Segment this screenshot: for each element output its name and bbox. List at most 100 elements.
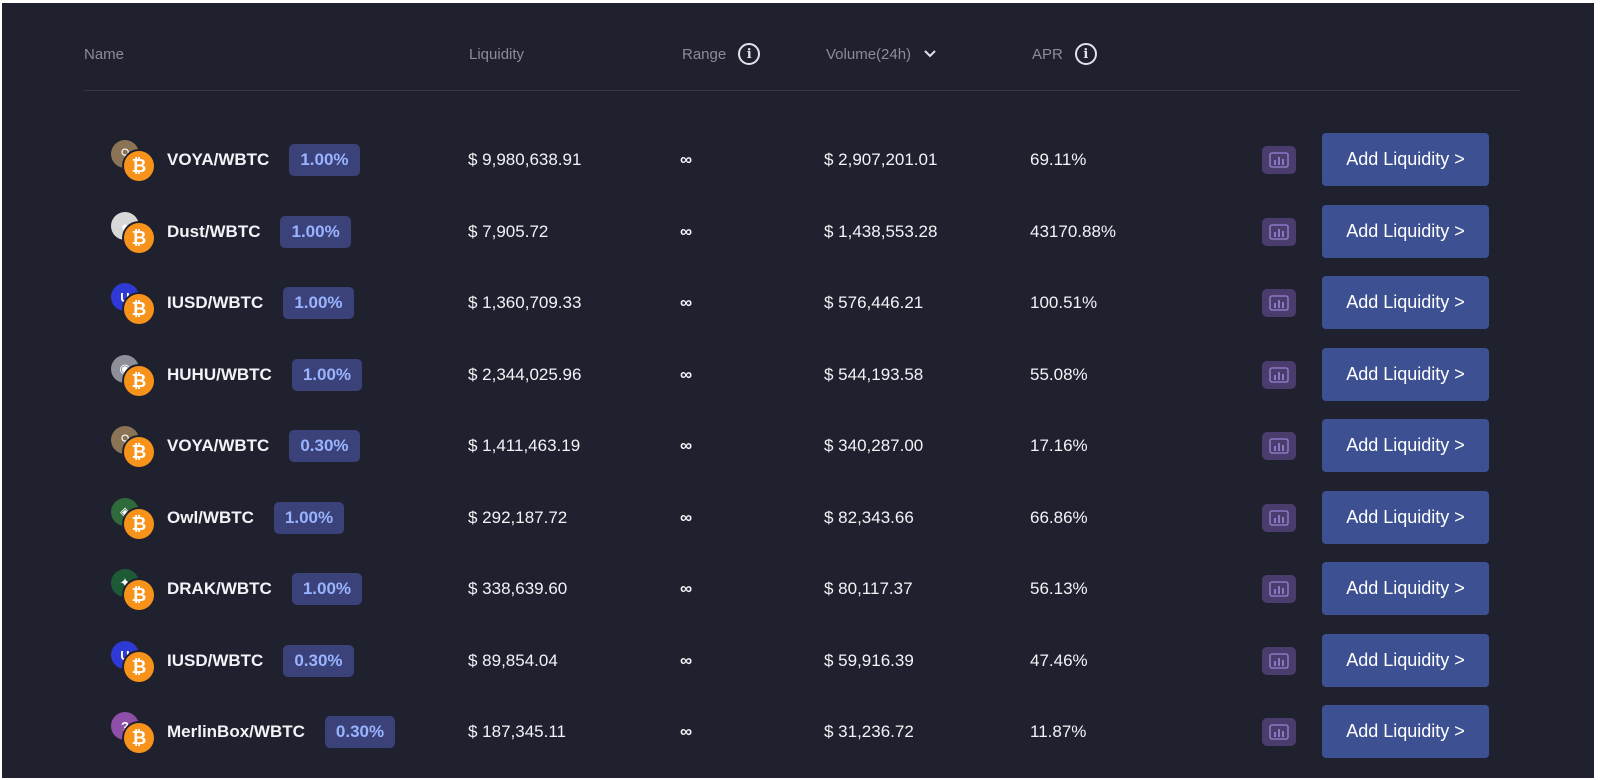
wbtc-token-icon: ₿ bbox=[124, 509, 154, 539]
add-liquidity-cell: Add Liquidity > bbox=[1322, 205, 1489, 258]
volume-value: $ 340,287.00 bbox=[824, 435, 924, 455]
range-value: ∞ bbox=[680, 650, 693, 670]
info-icon[interactable]: i bbox=[1074, 43, 1097, 65]
token-pair-icons: U ₿ bbox=[110, 276, 158, 329]
pool-row[interactable]: ⚲ ₿ VOYA/WBTC 0.30% $ 1,411,463.19 ∞ $ 340,287… bbox=[2, 419, 1594, 472]
liquidity-value: $ 89,854.04 bbox=[468, 650, 558, 670]
chart-icon[interactable] bbox=[1262, 503, 1296, 532]
wbtc-token-icon: ₿ bbox=[124, 366, 154, 396]
add-liquidity-button[interactable]: Add Liquidity > bbox=[1322, 205, 1489, 258]
chart-icon[interactable] bbox=[1262, 288, 1296, 317]
header-name-label: Name bbox=[84, 45, 125, 63]
pool-row[interactable]: ⚲ ₿ VOYA/WBTC 1.00% $ 9,980,638.91 ∞ $ 2,907,2… bbox=[2, 133, 1594, 186]
chart-icon[interactable] bbox=[1262, 717, 1296, 746]
add-liquidity-cell: Add Liquidity > bbox=[1322, 634, 1489, 687]
pool-row[interactable]: ◈ ₿ Owl/WBTC 1.00% $ 292,187.72 ∞ $ 82,343.66 6… bbox=[2, 491, 1594, 544]
header-name[interactable]: Name bbox=[84, 39, 124, 69]
chart-icon[interactable] bbox=[1262, 431, 1296, 460]
pool-name-cell: HUHU/WBTC 1.00% bbox=[167, 348, 363, 401]
wbtc-token-icon: ₿ bbox=[124, 437, 154, 467]
token-pair-icons: ⚲ ₿ bbox=[110, 133, 158, 186]
chart-icon[interactable] bbox=[1262, 145, 1296, 174]
pool-name-cell: MerlinBox/WBTC 0.30% bbox=[167, 705, 396, 758]
header-volume[interactable]: Volume(24h) bbox=[826, 39, 937, 69]
header-liquidity[interactable]: Liquidity bbox=[469, 39, 524, 69]
pair-name: IUSD/WBTC bbox=[167, 650, 264, 670]
token-pair-icons: ◈ ₿ bbox=[110, 491, 158, 544]
table-header: Name Liquidity Range i Volume(24h) APR i bbox=[84, 39, 1520, 69]
range-value: ∞ bbox=[680, 292, 693, 312]
liquidity-value: $ 2,344,025.96 bbox=[468, 364, 582, 384]
add-liquidity-button[interactable]: Add Liquidity > bbox=[1322, 419, 1489, 472]
range-value: ∞ bbox=[680, 221, 693, 241]
fee-tier-badge: 1.00% bbox=[289, 143, 360, 176]
pool-name-cell: VOYA/WBTC 0.30% bbox=[167, 419, 360, 472]
range-value: ∞ bbox=[680, 364, 693, 384]
add-liquidity-button[interactable]: Add Liquidity > bbox=[1322, 705, 1489, 758]
chart-icon[interactable] bbox=[1262, 646, 1296, 675]
add-liquidity-cell: Add Liquidity > bbox=[1322, 419, 1489, 472]
fee-tier-badge: 0.30% bbox=[289, 429, 360, 462]
add-liquidity-button[interactable]: Add Liquidity > bbox=[1322, 562, 1489, 615]
add-liquidity-cell: Add Liquidity > bbox=[1322, 705, 1489, 758]
chart-cell bbox=[1262, 705, 1296, 758]
volume-value: $ 544,193.58 bbox=[824, 364, 924, 384]
pool-row[interactable]: ◉ ₿ HUHU/WBTC 1.00% $ 2,344,025.96 ∞ $ 544,193… bbox=[2, 348, 1594, 401]
fee-tier-badge: 0.30% bbox=[324, 715, 396, 748]
liquidity-value: $ 292,187.72 bbox=[468, 507, 568, 527]
liquidity-value: $ 187,345.11 bbox=[468, 721, 566, 741]
add-liquidity-button[interactable]: Add Liquidity > bbox=[1322, 634, 1489, 687]
add-liquidity-button[interactable]: Add Liquidity > bbox=[1322, 276, 1489, 329]
apr-value: 11.87% bbox=[1030, 721, 1087, 741]
apr-value: 100.51% bbox=[1030, 292, 1098, 312]
token-pair-icons: ✦ ₿ bbox=[110, 562, 158, 615]
pair-name: HUHU/WBTC bbox=[167, 364, 272, 384]
token-pair-icons: ● ₿ bbox=[110, 205, 158, 258]
pool-row[interactable]: U ₿ IUSD/WBTC 1.00% $ 1,360,709.33 ∞ $ 576,446… bbox=[2, 276, 1594, 329]
info-icon[interactable]: i bbox=[738, 43, 761, 65]
token-pair-icons: ◉ ₿ bbox=[110, 348, 158, 401]
chevron-down-icon[interactable] bbox=[923, 47, 937, 61]
range-value: ∞ bbox=[680, 507, 693, 527]
add-liquidity-cell: Add Liquidity > bbox=[1322, 562, 1489, 615]
chart-cell bbox=[1262, 562, 1296, 615]
pair-name: Dust/WBTC bbox=[167, 221, 261, 241]
header-liquidity-label: Liquidity bbox=[469, 45, 525, 63]
range-value: ∞ bbox=[680, 149, 693, 169]
token-pair-icons: ⚲ ₿ bbox=[110, 419, 158, 472]
chart-cell bbox=[1262, 634, 1296, 687]
volume-value: $ 59,916.39 bbox=[824, 650, 914, 670]
add-liquidity-button[interactable]: Add Liquidity > bbox=[1322, 491, 1489, 544]
pool-name-cell: Dust/WBTC 1.00% bbox=[167, 205, 351, 258]
apr-value: 69.11% bbox=[1030, 149, 1087, 169]
wbtc-token-icon: ₿ bbox=[124, 151, 154, 181]
pool-row[interactable]: ? ₿ MerlinBox/WBTC 0.30% $ 187,345.11 ∞ $ 31,2… bbox=[2, 705, 1594, 758]
range-value: ∞ bbox=[680, 578, 693, 598]
range-value: ∞ bbox=[680, 721, 693, 741]
pair-name: IUSD/WBTC bbox=[167, 292, 264, 312]
add-liquidity-button[interactable]: Add Liquidity > bbox=[1322, 133, 1489, 186]
volume-value: $ 80,117.37 bbox=[824, 578, 913, 598]
pool-name-cell: IUSD/WBTC 0.30% bbox=[167, 634, 354, 687]
volume-value: $ 31,236.72 bbox=[824, 721, 914, 741]
volume-value: $ 82,343.66 bbox=[824, 507, 914, 527]
chart-cell bbox=[1262, 205, 1296, 258]
pair-name: VOYA/WBTC bbox=[167, 435, 270, 455]
chart-icon[interactable] bbox=[1262, 574, 1296, 603]
range-value: ∞ bbox=[680, 435, 693, 455]
volume-value: $ 1,438,553.28 bbox=[824, 221, 938, 241]
pool-name-cell: VOYA/WBTC 1.00% bbox=[167, 133, 360, 186]
add-liquidity-button[interactable]: Add Liquidity > bbox=[1322, 348, 1489, 401]
pair-name: DRAK/WBTC bbox=[167, 578, 272, 598]
chart-cell bbox=[1262, 419, 1296, 472]
pool-row[interactable]: ✦ ₿ DRAK/WBTC 1.00% $ 338,639.60 ∞ $ 80,117.37… bbox=[2, 562, 1594, 615]
add-liquidity-cell: Add Liquidity > bbox=[1322, 491, 1489, 544]
apr-value: 17.16% bbox=[1030, 435, 1088, 455]
chart-icon[interactable] bbox=[1262, 217, 1296, 246]
chart-icon[interactable] bbox=[1262, 360, 1296, 389]
pool-row[interactable]: U ₿ IUSD/WBTC 0.30% $ 89,854.04 ∞ $ 59,916.39 4… bbox=[2, 634, 1594, 687]
pair-name: VOYA/WBTC bbox=[167, 149, 270, 169]
add-liquidity-cell: Add Liquidity > bbox=[1322, 133, 1489, 186]
chart-cell bbox=[1262, 133, 1296, 186]
pool-row[interactable]: ● ₿ Dust/WBTC 1.00% $ 7,905.72 ∞ $ 1,438,553.2… bbox=[2, 205, 1594, 258]
